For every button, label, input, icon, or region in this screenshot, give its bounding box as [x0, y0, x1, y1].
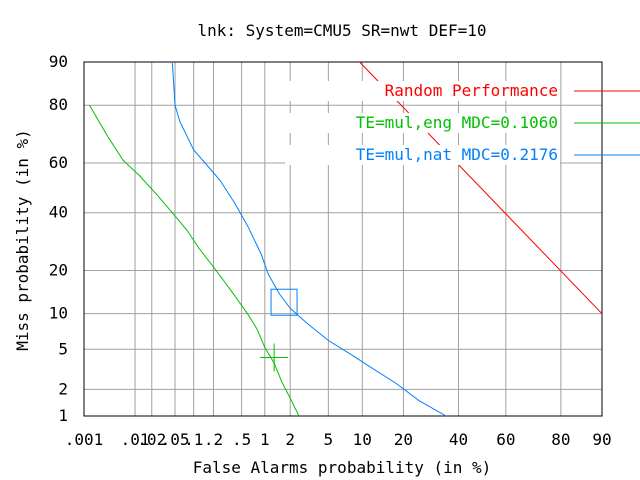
legend-label-1: Random Performance — [385, 81, 558, 100]
x-tick-label: 40 — [449, 430, 468, 449]
series-lines — [89, 61, 603, 417]
square-marker — [270, 288, 298, 316]
x-tick-label: .001 — [65, 430, 104, 449]
x-tick-label: 20 — [394, 430, 413, 449]
x-tick-label: 10 — [353, 430, 372, 449]
plot-frame — [83, 61, 603, 417]
x-tick-label: 1 — [260, 430, 270, 449]
y-tick-label: 1 — [58, 406, 68, 425]
x-tick-label: 60 — [496, 430, 515, 449]
series-line-1 — [359, 61, 603, 315]
x-tick-label: .2 — [204, 430, 223, 449]
legend-label-3: TE=mul,nat MDC=0.2176 — [356, 145, 558, 164]
legend: Random Performance TE=mul,eng MDC=0.1060 T… — [285, 81, 640, 165]
x-tick-label: .01 — [121, 430, 150, 449]
y-tick-label: 2 — [58, 379, 68, 398]
x-tick-label: .02 — [137, 430, 166, 449]
legend-background — [285, 81, 560, 101]
y-tick-label: 80 — [49, 95, 68, 114]
y-tick-label: 5 — [58, 339, 68, 358]
legend-background — [285, 113, 560, 133]
x-tick-label: 80 — [551, 430, 570, 449]
chart-title: lnk: System=CMU5 SR=nwt DEF=10 — [198, 21, 487, 40]
series-line-2 — [89, 104, 300, 417]
y-tick-label: 10 — [49, 304, 68, 323]
tick-labels: .001.01.02.05.1.2.5 1 2 5 10 20 40 60 80 90125102… — [49, 52, 612, 449]
y-tick-label: 90 — [49, 52, 68, 71]
y-tick-label: 60 — [49, 153, 68, 172]
series-line-3 — [171, 61, 447, 417]
x-axis-label: False Alarms probability (in %) — [193, 458, 492, 477]
y-tick-label: 20 — [49, 260, 68, 279]
x-tick-label: .1 — [184, 430, 203, 449]
x-tick-label: 5 — [324, 430, 334, 449]
y-tick-label: 40 — [49, 203, 68, 222]
x-tick-label: .5 — [232, 430, 251, 449]
x-tick-label: .05 — [161, 430, 190, 449]
y-axis-label: Miss probability (in %) — [13, 129, 32, 351]
legend-label-2: TE=mul,eng MDC=0.1060 — [356, 113, 558, 132]
x-tick-label: 90 — [592, 430, 611, 449]
x-tick-label: 2 — [285, 430, 295, 449]
legend-background — [285, 145, 560, 165]
